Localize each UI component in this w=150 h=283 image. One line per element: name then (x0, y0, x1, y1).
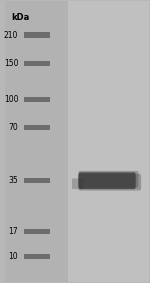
FancyBboxPatch shape (24, 254, 50, 259)
Text: 70: 70 (9, 123, 18, 132)
Text: 210: 210 (4, 31, 18, 40)
FancyBboxPatch shape (5, 1, 68, 282)
Text: 100: 100 (4, 95, 18, 104)
FancyBboxPatch shape (24, 33, 50, 38)
FancyBboxPatch shape (68, 1, 149, 282)
FancyBboxPatch shape (78, 172, 136, 189)
Text: 17: 17 (9, 227, 18, 236)
FancyBboxPatch shape (24, 178, 50, 183)
FancyBboxPatch shape (24, 61, 50, 66)
FancyBboxPatch shape (78, 171, 138, 188)
FancyBboxPatch shape (72, 179, 83, 189)
Text: kDa: kDa (11, 13, 29, 22)
FancyBboxPatch shape (24, 229, 50, 234)
Text: 150: 150 (4, 59, 18, 68)
Text: 35: 35 (9, 176, 18, 185)
FancyBboxPatch shape (24, 97, 50, 102)
Text: 10: 10 (9, 252, 18, 261)
FancyBboxPatch shape (78, 174, 141, 190)
FancyBboxPatch shape (24, 125, 50, 130)
